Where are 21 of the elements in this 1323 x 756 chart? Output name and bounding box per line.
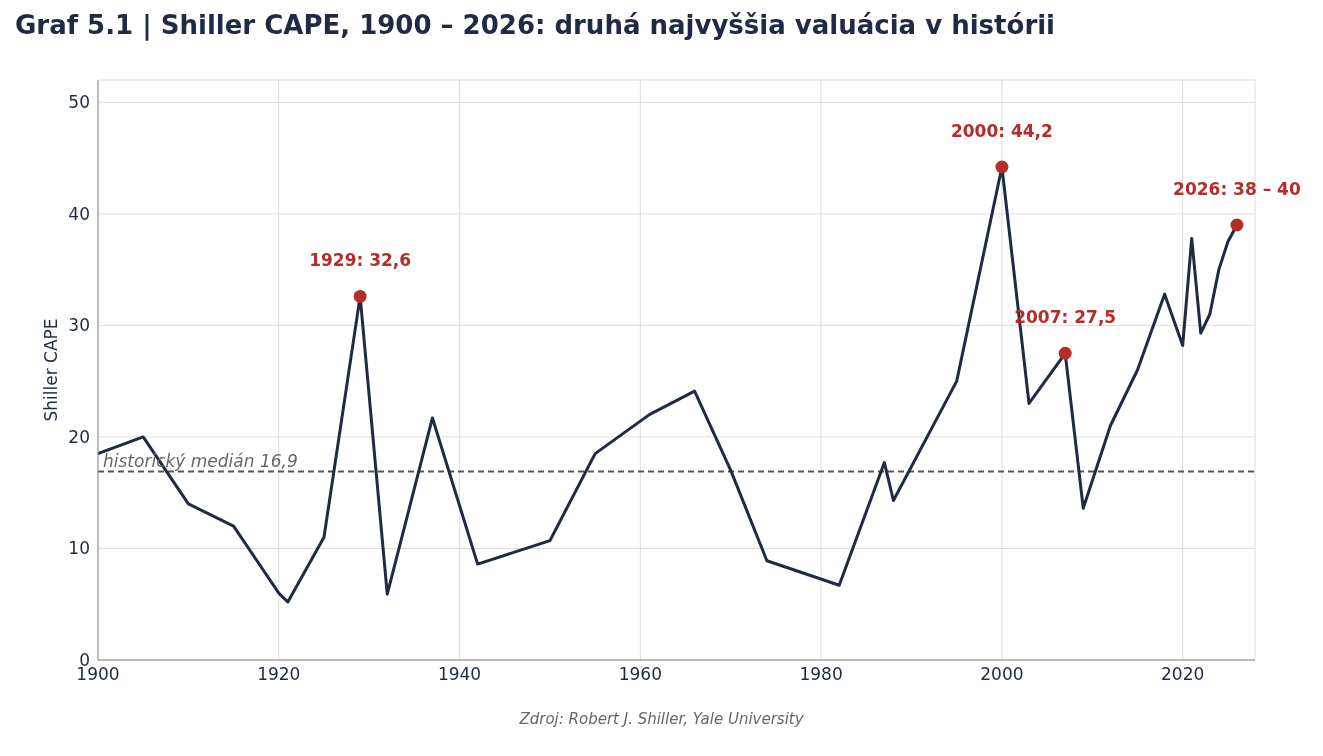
point: [1230, 218, 1244, 232]
x-tick-label: 1960: [618, 664, 662, 685]
point: [995, 160, 1009, 174]
annotation: 1929: 32,6: [309, 250, 412, 271]
chart-title: Graf 5.1 | Shiller CAPE, 1900 – 2026: druhá najvyššia valuácia v histórii: [14, 9, 1057, 43]
x-tick-label: 2000: [980, 664, 1024, 685]
y-tick-label: 10: [68, 538, 90, 559]
x-tick-label: 1920: [257, 664, 301, 685]
point: [1058, 346, 1072, 360]
x-tick-label: 1980: [799, 664, 843, 685]
annotation: 2026: 38 – 40: [1173, 179, 1301, 199]
annotation: 2000: 44,2: [950, 121, 1053, 141]
y-tick-label: 30: [68, 315, 90, 336]
y-tick-label: 50: [68, 92, 90, 113]
text: Zdroj: Robert J. Shiller, Yale University: [518, 710, 805, 728]
x-tick-label: 2020: [1161, 664, 1205, 685]
y-tick-label: 40: [68, 203, 90, 224]
y-axis-title: Shiller CAPE: [41, 318, 62, 422]
x-tick-label: 1940: [437, 664, 482, 685]
point: [353, 289, 367, 303]
y-tick-label: 20: [68, 426, 90, 447]
